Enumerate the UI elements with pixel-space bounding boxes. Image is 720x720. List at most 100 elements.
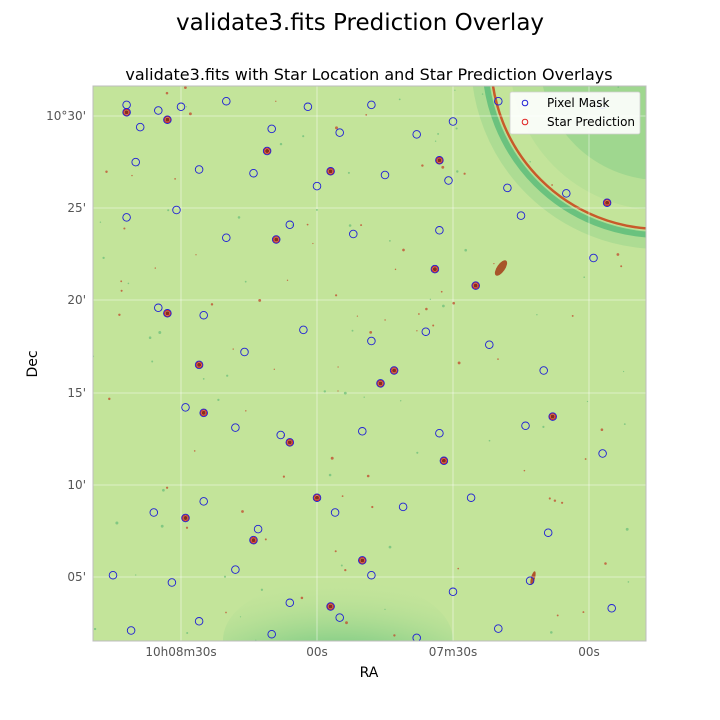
background-speck — [123, 227, 126, 230]
pixel-mask-point — [435, 428, 444, 438]
background-speck — [337, 366, 339, 368]
pixel-mask-point — [358, 556, 367, 565]
pixel-mask-point — [335, 128, 344, 137]
background-speck — [388, 239, 391, 242]
background-speck — [441, 165, 445, 169]
background-speck — [158, 331, 162, 334]
figure-suptitle: validate3.fits Prediction Overlay — [175, 10, 545, 36]
pixel-mask-point — [398, 502, 408, 512]
background-speck — [365, 114, 368, 116]
background-speck — [306, 223, 309, 226]
star-prediction-ring — [390, 367, 398, 374]
star-prediction-core — [360, 558, 365, 563]
pixel-mask-point — [122, 213, 131, 222]
pixel-mask-point — [367, 336, 376, 346]
pixel-mask-point — [367, 570, 376, 580]
legend-marker-star-prediction — [521, 118, 529, 126]
pixel-mask-point — [135, 122, 145, 132]
pixel-mask-point — [412, 130, 421, 139]
pixel-mask-point — [330, 508, 340, 517]
pixel-mask-point — [285, 598, 295, 608]
background-speck — [225, 611, 227, 614]
background-speck — [160, 524, 164, 528]
background-speck — [388, 545, 392, 549]
star-prediction-ring — [549, 413, 557, 421]
background-speck — [99, 221, 102, 223]
background-speck — [302, 135, 305, 138]
star-prediction-ring — [327, 167, 335, 175]
pixel-mask-point — [267, 124, 276, 134]
star-prediction-core — [201, 410, 206, 415]
background-speck — [393, 634, 396, 637]
star-prediction-point — [471, 281, 480, 290]
pixel-mask-point — [167, 578, 177, 587]
background-speck — [550, 631, 553, 634]
pixel-mask-point — [516, 211, 526, 220]
pixel-mask-point — [108, 570, 118, 580]
pixel-mask-point — [222, 233, 231, 242]
star-prediction-point — [548, 412, 557, 421]
background-speck — [600, 428, 604, 432]
background-speck — [371, 505, 374, 509]
star-prediction-ring — [313, 494, 321, 502]
background-speck — [315, 208, 318, 211]
pixel-mask-point — [421, 327, 431, 336]
background-speck — [108, 397, 111, 401]
background-speck — [366, 474, 370, 478]
background-speck — [102, 256, 105, 260]
star-prediction-core — [328, 604, 333, 609]
background-speck — [351, 329, 354, 332]
background-speck — [341, 495, 344, 497]
background-speck — [402, 248, 405, 252]
background-speck — [120, 280, 123, 283]
background-speck — [416, 330, 418, 332]
pixel-mask-point — [312, 181, 322, 191]
background-speck — [184, 86, 187, 89]
pixel-mask-point — [439, 456, 449, 466]
background-speck — [260, 588, 264, 591]
background-speck — [542, 425, 545, 428]
background-speck — [185, 526, 189, 529]
star-prediction-core — [473, 283, 478, 288]
star-prediction-ring — [603, 199, 611, 207]
background-speck — [536, 314, 538, 316]
star-prediction-ring — [182, 514, 189, 522]
star-prediction-core — [378, 381, 383, 386]
x-tick-label: 07m30s — [429, 645, 477, 659]
background-speck — [437, 132, 440, 135]
star-prediction-core — [550, 414, 555, 419]
background-speck — [394, 268, 397, 271]
x-tick-label: 00s — [306, 645, 328, 659]
pixel-mask-point — [358, 427, 367, 436]
star-prediction-point — [439, 456, 449, 466]
background-speck — [481, 93, 484, 95]
star-prediction-point — [312, 493, 322, 502]
star-prediction-core — [183, 516, 188, 520]
star-prediction-point — [194, 360, 204, 370]
pixel-mask-point — [326, 167, 335, 176]
chart-title: validate3.fits with Star Location and St… — [125, 65, 612, 84]
background-speck — [432, 324, 435, 327]
star-prediction-core — [165, 311, 170, 316]
background-speck — [335, 294, 338, 297]
background-speck — [399, 400, 402, 402]
background-speck — [330, 456, 334, 460]
pixel-mask-point — [253, 524, 263, 534]
background-speck — [343, 391, 347, 395]
background-speck — [165, 91, 169, 95]
pixel-mask-point — [435, 226, 444, 235]
star-prediction-point — [285, 438, 295, 447]
star-prediction-core — [251, 538, 256, 543]
background-speck — [369, 331, 373, 334]
star-prediction-ring — [195, 361, 203, 369]
background-speck — [497, 358, 499, 360]
background-speck — [560, 501, 564, 504]
pixel-mask-point — [466, 493, 476, 502]
star-prediction-point — [181, 513, 190, 523]
star-prediction-point — [199, 408, 208, 418]
background-speck — [237, 216, 241, 219]
background-speck — [384, 608, 386, 611]
plot-frame — [92, 85, 647, 642]
pixel-mask-point — [471, 281, 480, 290]
